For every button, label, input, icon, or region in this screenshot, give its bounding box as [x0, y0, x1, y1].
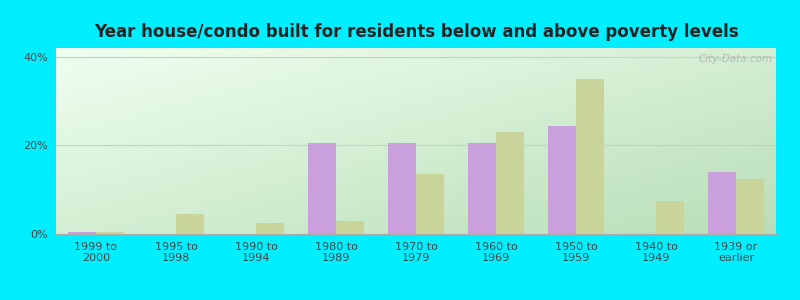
Bar	[708, 172, 736, 234]
Bar	[68, 232, 96, 234]
Bar	[656, 201, 684, 234]
Bar	[548, 125, 576, 234]
Bar	[416, 174, 444, 234]
Bar	[576, 79, 604, 234]
Bar	[96, 232, 124, 234]
Bar	[256, 223, 284, 234]
Title: Year house/condo built for residents below and above poverty levels: Year house/condo built for residents bel…	[94, 23, 738, 41]
Bar	[336, 221, 364, 234]
Text: City-Data.com: City-Data.com	[698, 54, 773, 64]
Bar	[176, 214, 204, 234]
Bar	[468, 143, 496, 234]
Bar	[388, 143, 416, 234]
Bar	[496, 132, 524, 234]
Bar	[736, 178, 764, 234]
Bar	[308, 143, 336, 234]
